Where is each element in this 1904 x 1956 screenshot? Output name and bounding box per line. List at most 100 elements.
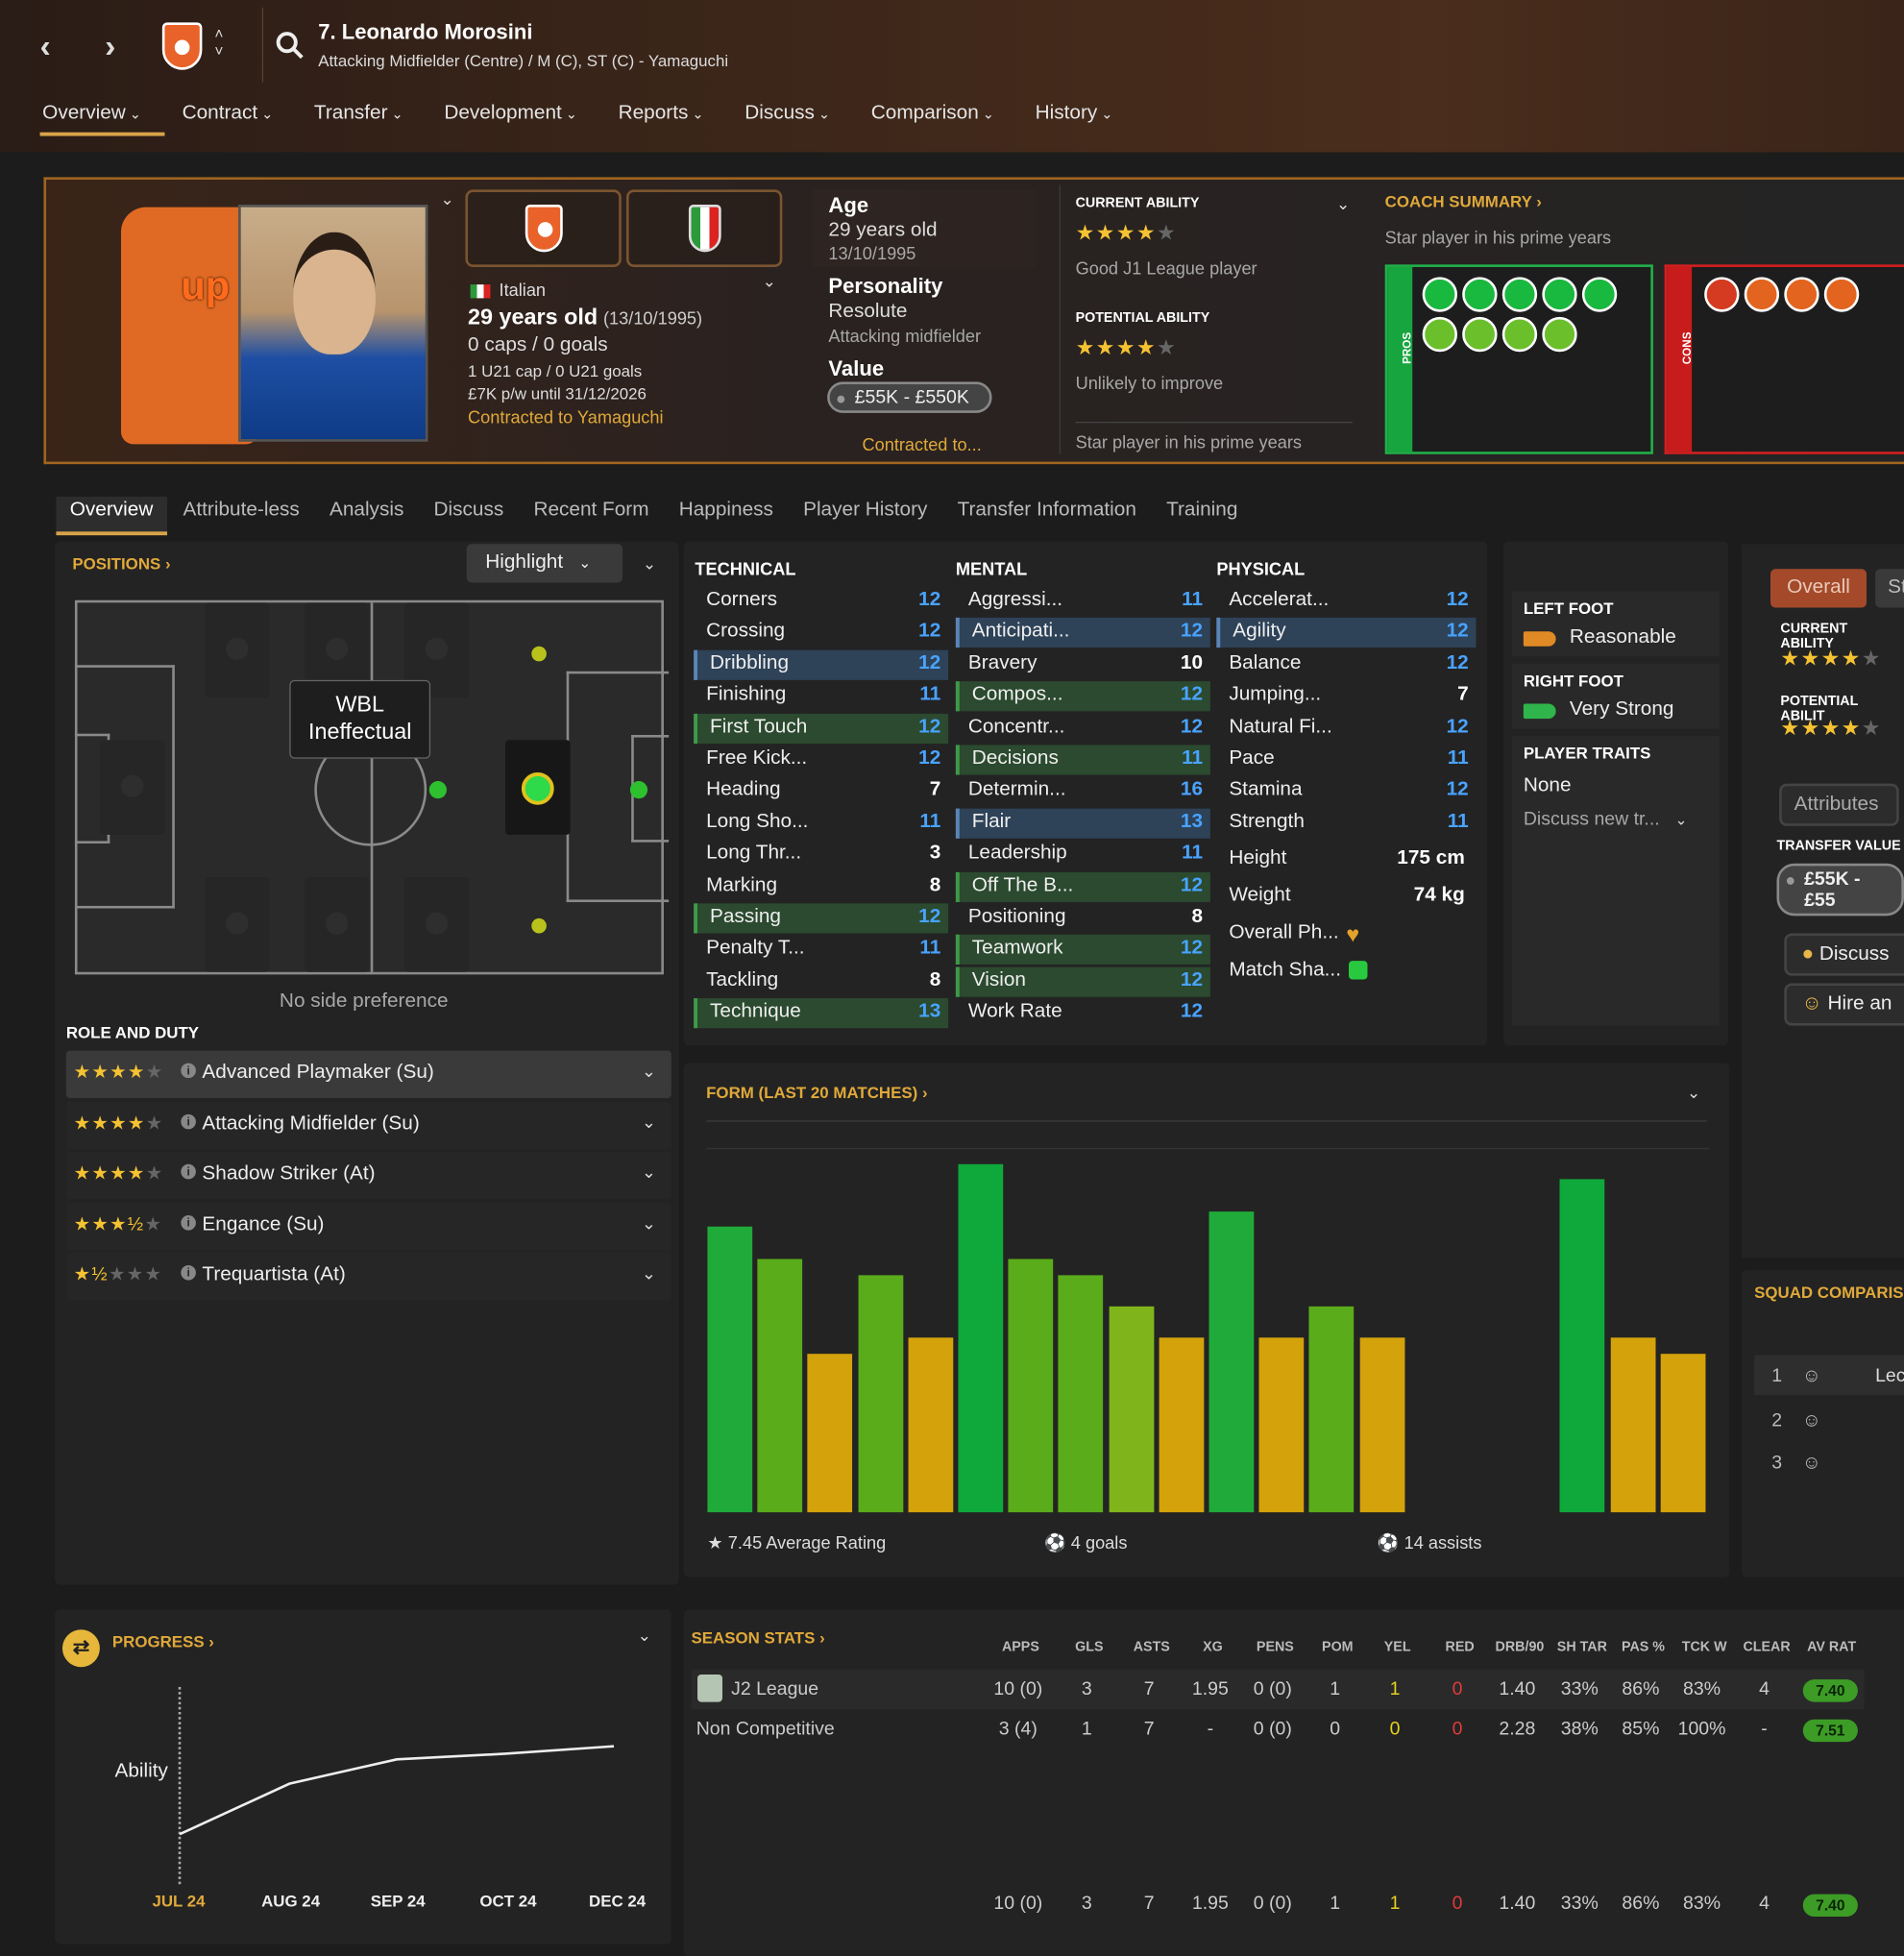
form-bar[interactable]: [1208, 1211, 1255, 1513]
contracted-link[interactable]: Contracted to...: [862, 433, 982, 454]
info-icon[interactable]: i: [181, 1264, 196, 1281]
form-bar[interactable]: [908, 1337, 954, 1513]
back-arrow-icon[interactable]: ‹: [39, 27, 51, 65]
value-pill[interactable]: £55K - £550K: [827, 381, 992, 413]
chevron-down-icon[interactable]: ⌄: [641, 1262, 657, 1284]
form-bar[interactable]: [1610, 1337, 1656, 1513]
stat-header[interactable]: DRB/90: [1495, 1639, 1545, 1655]
tab-history[interactable]: History: [1036, 103, 1113, 125]
boot-icon[interactable]: [1462, 316, 1498, 353]
stat-header[interactable]: POM: [1322, 1639, 1354, 1655]
subtab-transfer-information[interactable]: Transfer Information: [957, 499, 1136, 521]
star-icon[interactable]: [1422, 277, 1457, 312]
transfer-value-pill[interactable]: £55K - £55: [1776, 863, 1904, 917]
form-bar[interactable]: [858, 1275, 904, 1513]
overall-tab[interactable]: Overall: [1770, 569, 1867, 608]
subtab-happiness[interactable]: Happiness: [678, 499, 773, 521]
stat-header[interactable]: YEL: [1383, 1639, 1411, 1655]
role-row[interactable]: ★½★★★ i Trequartista (At) ⌄: [65, 1252, 671, 1301]
squad-comparison-title[interactable]: SQUAD COMPARIS: [1754, 1283, 1904, 1302]
wave-icon[interactable]: [1542, 277, 1577, 312]
ball-icon[interactable]: [1581, 277, 1618, 312]
stat-header[interactable]: PAS %: [1622, 1639, 1666, 1655]
form-bar[interactable]: [1159, 1337, 1205, 1513]
stat-header[interactable]: SH TAR: [1556, 1639, 1607, 1655]
nation-badge-box[interactable]: [625, 189, 783, 267]
chevron-down-icon[interactable]: ⌄: [641, 1111, 657, 1132]
form-bar[interactable]: [1660, 1354, 1706, 1513]
search-icon[interactable]: [275, 30, 307, 62]
role-row[interactable]: ★★★★★ i Advanced Playmaker (Su) ⌄: [65, 1050, 671, 1098]
form-bar[interactable]: [1008, 1259, 1054, 1513]
coach-summary-title[interactable]: COACH SUMMARY ›: [1384, 192, 1542, 211]
table-row[interactable]: [691, 1669, 1865, 1710]
position-slot[interactable]: [99, 740, 165, 835]
subtab-overview[interactable]: Overview: [56, 496, 167, 536]
info-icon[interactable]: i: [181, 1214, 196, 1230]
form-bar[interactable]: [958, 1163, 1004, 1513]
info-icon[interactable]: i: [181, 1063, 196, 1079]
stat-header[interactable]: APPS: [1001, 1639, 1039, 1655]
cone-warning-icon[interactable]: [1784, 277, 1819, 312]
subtab-player-history[interactable]: Player History: [803, 499, 928, 521]
positions-title[interactable]: POSITIONS ›: [72, 553, 171, 574]
squad-row[interactable]: 2 ☺: [1754, 1400, 1821, 1431]
position-dot-amc-natural[interactable]: [521, 771, 554, 805]
progress-title[interactable]: PROGRESS ›: [111, 1631, 214, 1651]
flask-icon[interactable]: [1823, 277, 1860, 312]
photo-dropdown-icon[interactable]: ⌄: [440, 189, 454, 208]
subtab-analysis[interactable]: Analysis: [329, 499, 404, 521]
tab-comparison[interactable]: Comparison: [871, 103, 994, 125]
squad-row[interactable]: 3 ☺: [1754, 1442, 1821, 1474]
subtab-discuss[interactable]: Discuss: [433, 499, 504, 521]
stat-header[interactable]: TCK W: [1681, 1639, 1727, 1655]
season-stats-title[interactable]: SEASON STATS ›: [691, 1627, 825, 1648]
stat-header[interactable]: CLEAR: [1743, 1639, 1791, 1655]
form-bar[interactable]: [707, 1226, 753, 1513]
info-icon[interactable]: i: [181, 1163, 196, 1180]
position-dot-mc[interactable]: [428, 781, 447, 799]
form-bar[interactable]: [807, 1354, 853, 1513]
target-icon[interactable]: [1422, 316, 1457, 353]
ability-dropdown-icon[interactable]: ⌄: [1336, 194, 1351, 214]
club-crest-icon[interactable]: [161, 22, 203, 70]
handshake-icon[interactable]: [1542, 316, 1577, 353]
attributes-button[interactable]: Attributes: [1779, 783, 1899, 826]
forward-arrow-icon[interactable]: ›: [105, 27, 116, 65]
stat-header[interactable]: GLS: [1075, 1639, 1104, 1655]
cone-icon[interactable]: [1501, 277, 1538, 312]
form-title[interactable]: FORM (LAST 20 MATCHES) ›: [706, 1083, 928, 1102]
chevron-down-icon[interactable]: ⌄: [641, 1060, 657, 1081]
role-row[interactable]: ★★★★★ i Attacking Midfielder (Su) ⌄: [65, 1101, 671, 1149]
role-row[interactable]: ★★★★★ i Shadow Striker (At) ⌄: [65, 1151, 671, 1200]
form-bar[interactable]: [1559, 1179, 1605, 1513]
position-slot[interactable]: [205, 877, 270, 972]
chevron-down-icon[interactable]: ⌄: [641, 1161, 657, 1182]
collision-icon[interactable]: [1744, 277, 1780, 312]
highlight-dropdown[interactable]: Highlight ⌄: [466, 544, 623, 583]
stat-header[interactable]: PENS: [1256, 1639, 1294, 1655]
hire-button[interactable]: ☺ Hire an: [1784, 983, 1904, 1026]
form-bar[interactable]: [1258, 1337, 1305, 1513]
tab-discuss[interactable]: Discuss: [745, 103, 830, 125]
nationality-dropdown-icon[interactable]: ⌄: [762, 272, 776, 291]
position-dot-aml[interactable]: [531, 646, 547, 662]
stats-tab[interactable]: St: [1875, 569, 1904, 608]
position-dot-amr[interactable]: [531, 917, 547, 934]
tab-reports[interactable]: Reports: [619, 103, 704, 125]
chevron-down-icon[interactable]: ⌄: [641, 1211, 657, 1233]
squad-row[interactable]: 1 ☺ Lec: [1754, 1355, 1904, 1396]
position-slot[interactable]: [403, 877, 470, 972]
position-slot[interactable]: [304, 877, 370, 972]
tab-overview[interactable]: Overview: [42, 103, 141, 125]
form-bar[interactable]: [1308, 1306, 1355, 1513]
stat-header[interactable]: XG: [1203, 1639, 1223, 1655]
tab-contract[interactable]: Contract: [183, 103, 273, 125]
form-bar[interactable]: [1058, 1275, 1104, 1513]
form-bar[interactable]: [757, 1259, 803, 1513]
subtab-attribute-less[interactable]: Attribute-less: [183, 499, 300, 521]
positions-collapse-icon[interactable]: ⌄: [642, 553, 657, 574]
form-bar[interactable]: [1359, 1337, 1405, 1513]
role-row[interactable]: ★★★½★ i Engance (Su) ⌄: [65, 1202, 671, 1250]
subtab-training[interactable]: Training: [1166, 499, 1238, 521]
